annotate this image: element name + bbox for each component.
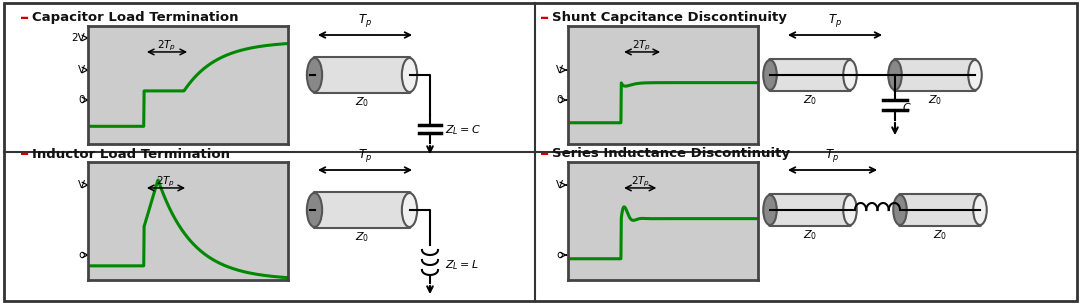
- Text: $Z_L = C$: $Z_L = C$: [445, 123, 481, 137]
- Text: $Z_L = L$: $Z_L = L$: [445, 258, 479, 272]
- Text: $2T_p$: $2T_p$: [630, 175, 650, 189]
- Text: o: o: [557, 250, 563, 260]
- Text: $T_p$: $T_p$: [358, 147, 372, 164]
- Text: $T_p$: $T_p$: [358, 12, 372, 29]
- Text: Capacitor Load Termination: Capacitor Load Termination: [32, 12, 239, 25]
- Text: $Z_0$: $Z_0$: [803, 228, 817, 242]
- Ellipse shape: [843, 195, 857, 225]
- Text: $T_p$: $T_p$: [828, 12, 842, 29]
- Text: o: o: [79, 250, 85, 260]
- Text: C: C: [903, 103, 911, 113]
- Text: 0: 0: [557, 95, 563, 105]
- Text: $Z_0$: $Z_0$: [927, 93, 943, 107]
- Ellipse shape: [402, 58, 417, 92]
- Text: $2T_p$: $2T_p$: [157, 175, 175, 189]
- FancyBboxPatch shape: [769, 194, 851, 226]
- Ellipse shape: [307, 58, 322, 92]
- FancyBboxPatch shape: [899, 194, 980, 226]
- Text: $Z_0$: $Z_0$: [355, 230, 369, 244]
- FancyBboxPatch shape: [894, 59, 976, 91]
- Text: –: –: [540, 145, 549, 163]
- Ellipse shape: [763, 60, 777, 90]
- Ellipse shape: [763, 195, 777, 225]
- Ellipse shape: [402, 193, 417, 227]
- Text: –: –: [21, 9, 29, 27]
- Text: –: –: [540, 9, 549, 27]
- Text: –: –: [21, 145, 29, 163]
- FancyBboxPatch shape: [769, 59, 851, 91]
- Ellipse shape: [969, 60, 982, 90]
- Ellipse shape: [893, 195, 907, 225]
- Ellipse shape: [889, 60, 902, 90]
- Text: $Z_0$: $Z_0$: [803, 93, 817, 107]
- Text: $2T_p$: $2T_p$: [158, 39, 176, 53]
- Text: $Z_0$: $Z_0$: [933, 228, 947, 242]
- Text: $Z_0$: $Z_0$: [355, 95, 369, 109]
- Text: V: V: [556, 65, 563, 75]
- Text: $2T_p$: $2T_p$: [632, 39, 652, 53]
- Text: 2V: 2V: [71, 33, 85, 43]
- Text: Inductor Load Termination: Inductor Load Termination: [32, 147, 230, 161]
- Text: V: V: [78, 65, 85, 75]
- Ellipse shape: [307, 193, 322, 227]
- Text: Shunt Capcitance Discontinuity: Shunt Capcitance Discontinuity: [552, 12, 787, 25]
- FancyBboxPatch shape: [313, 192, 411, 228]
- Text: $T_p$: $T_p$: [826, 147, 840, 164]
- Ellipse shape: [973, 195, 987, 225]
- FancyBboxPatch shape: [313, 57, 411, 93]
- Text: 0: 0: [79, 95, 85, 105]
- Text: V: V: [556, 180, 563, 190]
- Text: V: V: [78, 180, 85, 190]
- Text: Series Inductance Discontinuity: Series Inductance Discontinuity: [552, 147, 790, 161]
- Ellipse shape: [843, 60, 857, 90]
